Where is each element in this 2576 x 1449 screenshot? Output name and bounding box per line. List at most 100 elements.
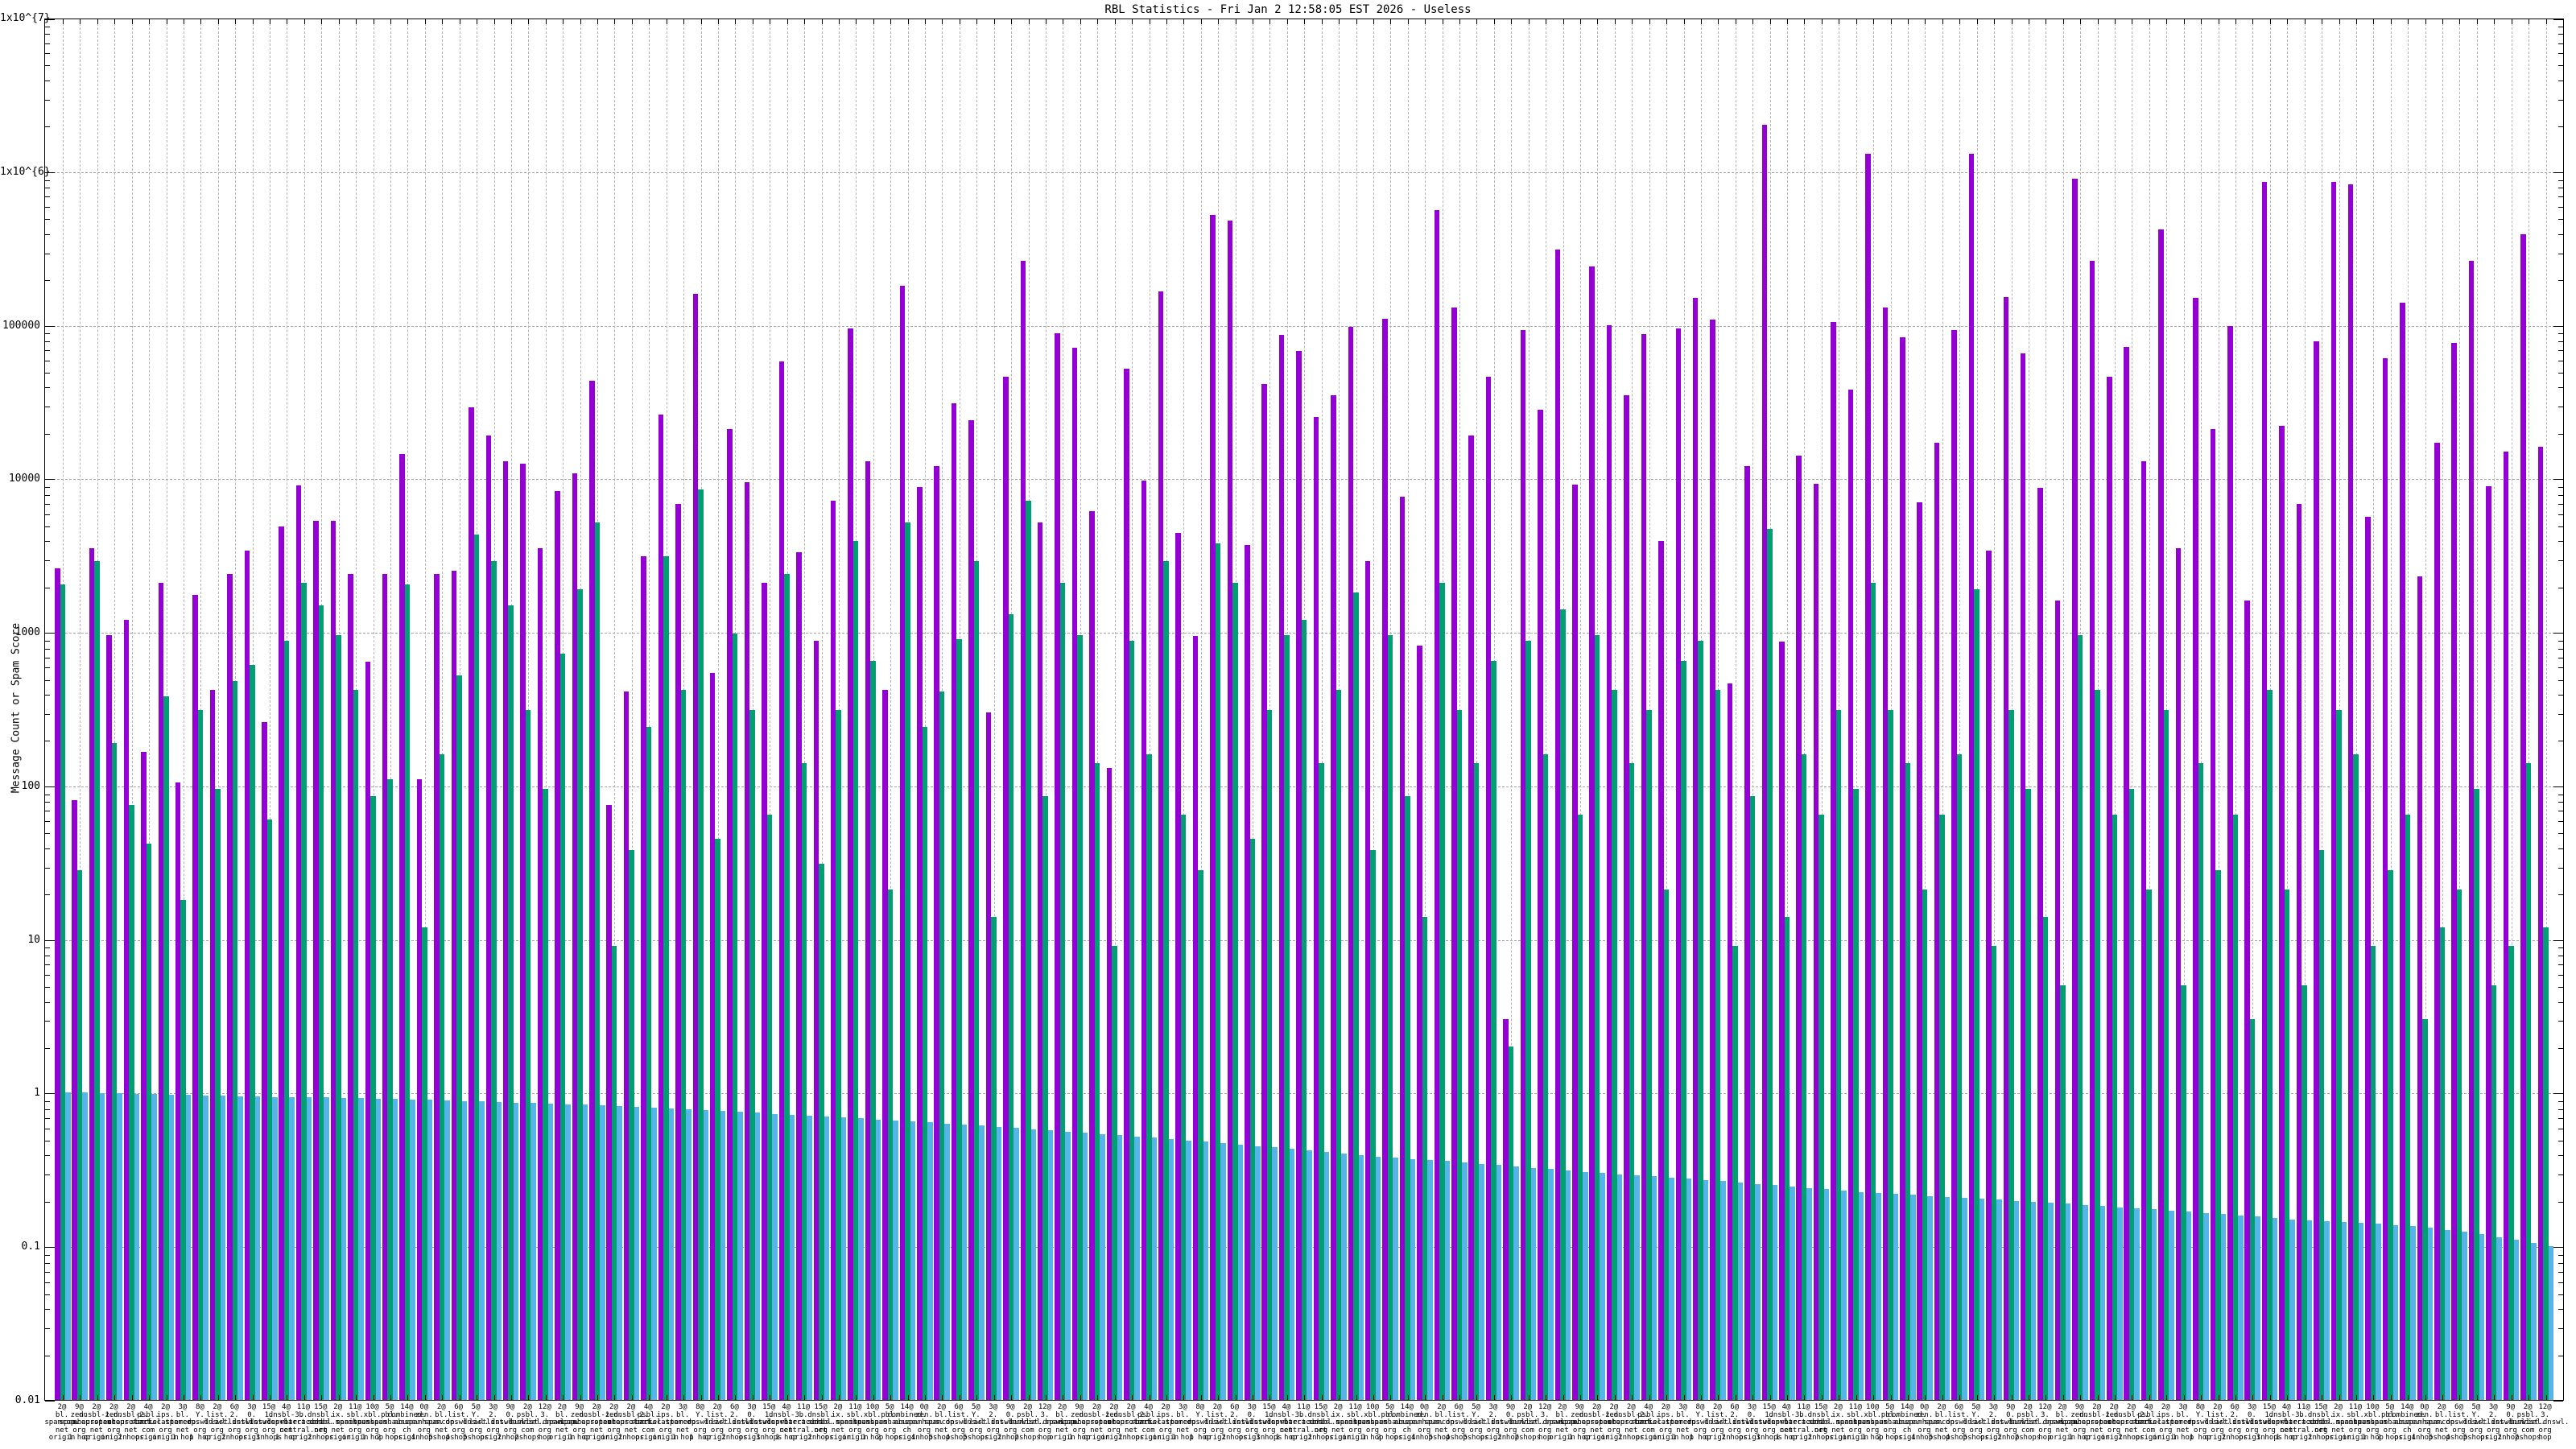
bar-spam [594,522,601,1400]
bar-not-spam [1003,376,1009,1400]
x-gridline [1632,19,1633,1400]
x-label-line: 2 hops [118,1434,144,1442]
x-label-line: 1 hop [1775,1434,1798,1442]
x-label-line: list.dnswl. [1728,1418,1777,1426]
bar-not-spam [2054,601,2061,1400]
x-label-line: 1 hop [2361,1434,2384,1442]
x-label-line: org [262,1426,276,1435]
x-label-line: 3@ [247,1403,257,1411]
bar-score [1634,1175,1640,1400]
x-label-line: spamcop. [1665,1418,1701,1426]
x-label-line: origin [1652,1434,1679,1442]
x-label-line: 2@ [1592,1403,1601,1411]
y-minor-tick [45,99,50,101]
bar-not-spam [1727,683,1733,1400]
x-label-line: list. [1947,1410,1970,1419]
bar-score [2479,1234,2485,1400]
y-minor-tick [2558,219,2563,221]
x-label-line: 2 hops [514,1434,541,1442]
x-label-line: spamcop. [2045,1418,2080,1426]
bar-spam [1094,763,1100,1400]
x-top-tick [2355,19,2357,24]
y-minor-tick [2558,1174,2563,1176]
x-label-line: spamhaus. [835,1418,875,1426]
x-label-line: ch [402,1426,411,1435]
bar-score [1600,1173,1605,1400]
x-label-group: 3@ bl. spamcop. net 1 hop [2127,1403,2240,1443]
bar-not-spam [1278,335,1285,1400]
x-label-line: abuse. [894,1418,920,1426]
x-bottom-tick [1769,1395,1771,1400]
x-label-group: 2@ bl. spamcop. net origin [6,1403,118,1443]
x-label-line: 6@ [229,1403,239,1411]
x-label-line: zen. [1571,1410,1588,1419]
bar-spam [680,690,687,1400]
x-label-line: 4 hops [1946,1434,1972,1442]
x-label-line: central.org [1279,1426,1328,1435]
bar-score [1806,1187,1812,1400]
x-bottom-tick [1218,1395,1220,1400]
x-bottom-tick [993,1395,995,1400]
x-bottom-tick [1959,1395,1961,1400]
x-label-line: 4@ [282,1403,291,1411]
x-label-line: dnsbl.manitu. [809,1418,867,1426]
x-label-group: 2@ bl. spamcop. net 5 hops [2385,1403,2498,1443]
x-gridline [804,19,806,1400]
y-major-tick [45,633,55,634]
x-label-line: dnsbl. [807,1410,834,1419]
bar-spam [2128,789,2135,1400]
x-top-tick [2476,19,2478,24]
x-label-line: 3@ [1247,1403,1257,1411]
bar-not-spam [2486,486,2491,1400]
bar-score [910,1121,916,1400]
x-label-line: 3@ [1747,1403,1757,1411]
x-label-line: list.dnswl. [227,1418,276,1426]
bar-spam [1594,635,1600,1400]
bar-score [1927,1195,1933,1400]
bar-score [1082,1132,1088,1400]
x-label-line: 3@ [489,1403,497,1411]
x-label-line: 2@ [92,1403,101,1411]
x-label-line: 1. [1265,1410,1274,1419]
x-label-line: spamhaus. [869,1418,910,1426]
x-label-line: net [1676,1426,1690,1435]
x-label-line: 8@ [195,1403,204,1411]
y-minor-tick [45,1309,50,1311]
x-bottom-tick [1286,1395,1288,1400]
x-label-line: list.dnswl. [520,1418,569,1426]
x-label-group: 4@ dnsbl-3. uceprotect. net 1 hop [730,1403,843,1443]
bar-not-spam [1020,261,1026,1400]
x-label-line: origin [238,1434,265,1442]
x-label-line: dnswl. [2186,1418,2214,1426]
x-bottom-tick [1511,1395,1513,1400]
bar-not-spam [1503,1019,1509,1400]
bar-score [807,1115,812,1400]
bar-spam [1370,850,1376,1400]
x-top-tick [1528,19,1530,24]
x-label-line: 2@ [213,1403,222,1411]
x-label-line: origin [1704,1434,1731,1442]
x-top-tick [1994,19,1996,24]
x-label-line: 12@ [2538,1403,2552,1411]
bar-spam [1974,588,1979,1400]
x-bottom-tick [2304,1395,2306,1400]
bar-score [754,1113,761,1400]
x-gridline [528,19,530,1400]
x-label-group: 2@ zen. spamhaus. org origin [57,1403,170,1443]
x-gridline [1511,19,1513,1400]
y-minor-tick [2558,1271,2563,1273]
x-label-line: dnswl. [204,1418,231,1426]
x-label-group: 6@ 2. list.dnswl. org 2 hops [1678,1403,1791,1443]
x-label-line: pbl. [881,1410,899,1419]
x-label-line: 2 hops [2307,1434,2334,1442]
y-minor-tick [2558,1108,2563,1110]
x-label-line: dnswl. [1203,1418,1231,1426]
x-label-line: origin [480,1434,506,1442]
x-label-line: org [1762,1426,1776,1435]
x-label-group: 2@ bl. spamcop. net 5 hops [1885,1403,1998,1443]
x-label-line: bl. [1435,1410,1448,1419]
x-gridline [1994,19,1996,1400]
x-label-group: 6@ 2. list.dnswl. org 2 hops [178,1403,291,1443]
x-label-line: Y. [1195,1410,1205,1419]
x-gridline [1476,19,1478,1400]
